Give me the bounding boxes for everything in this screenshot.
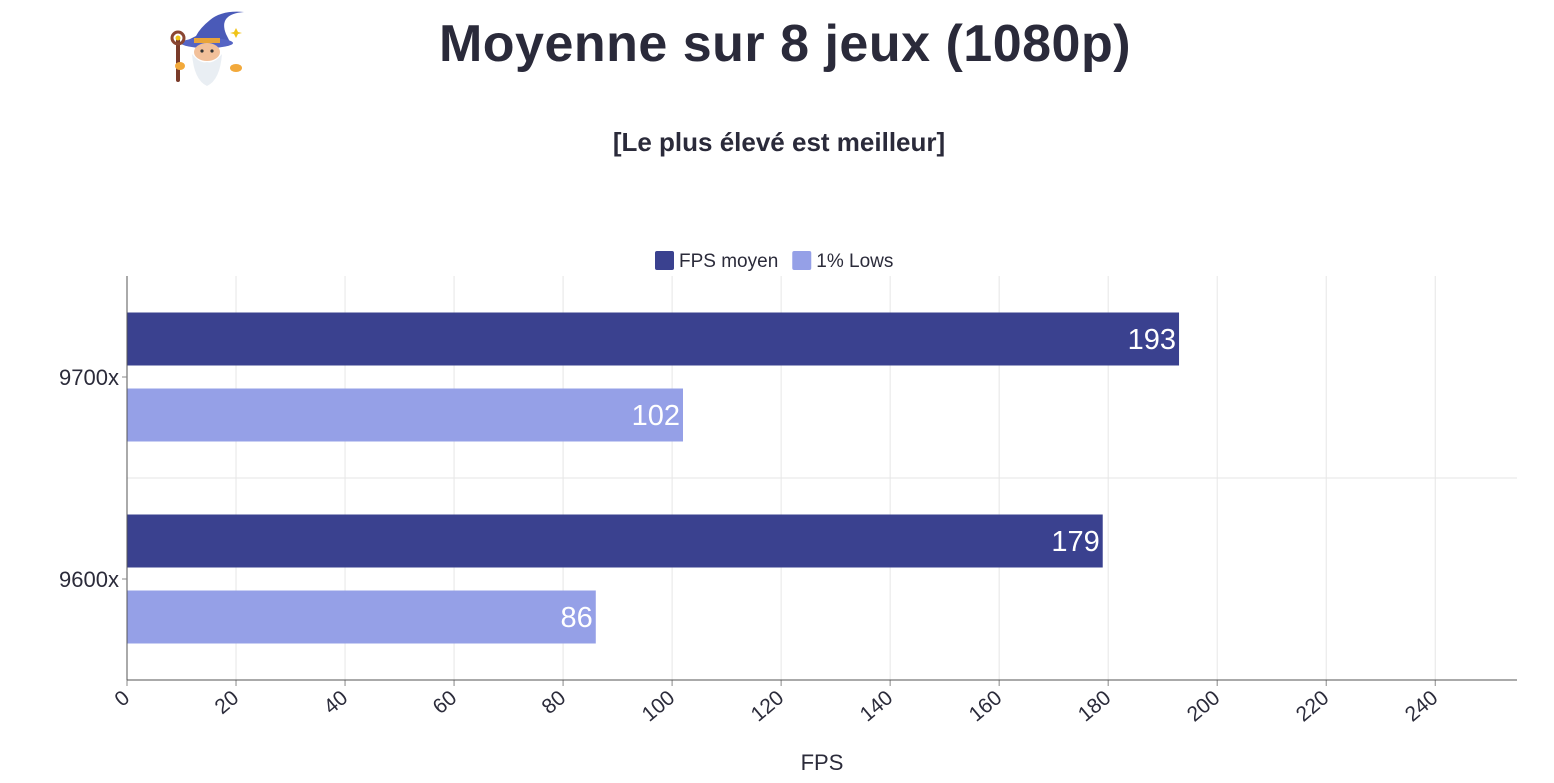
x-tick-label: 160 [965,686,1007,726]
x-tick-label: 0 [110,686,134,711]
bar [127,514,1103,568]
bar-value-label: 193 [1128,324,1176,356]
x-tick-label: 20 [211,686,244,719]
wizard-icon [170,11,244,86]
x-tick-label: 220 [1292,686,1334,726]
bars: 193 102 179 86 [127,312,1180,644]
x-tick-label: 240 [1401,686,1443,726]
bar-value-label: 179 [1051,526,1099,558]
legend-swatch [655,251,674,270]
chart-title: Moyenne sur 8 jeux (1080p) [438,15,1132,73]
x-axis-title: FPS [801,750,844,775]
category-label: 9600x [59,567,119,592]
x-tick-label: 100 [638,686,680,726]
x-tick-label: 60 [429,686,462,719]
legend: FPS moyen 1% Lows [655,251,893,272]
chart-subtitle: [Le plus élevé est meilleur] [612,127,946,157]
category-label: 9700x [59,365,119,390]
legend-label: FPS moyen [679,251,778,272]
bar [127,590,596,644]
x-tick-label: 200 [1183,686,1225,726]
x-tick-label: 140 [856,686,898,726]
bar-value-label: 86 [561,602,593,634]
x-tick-label: 80 [538,686,571,719]
bar [127,312,1180,366]
bar [127,388,683,442]
bar-value-label: 102 [632,400,680,432]
legend-label: 1% Lows [816,251,893,272]
x-tick-label: 120 [747,686,789,726]
x-tick-label: 180 [1074,686,1116,726]
legend-swatch [792,251,812,270]
x-tick-label: 40 [320,686,353,719]
